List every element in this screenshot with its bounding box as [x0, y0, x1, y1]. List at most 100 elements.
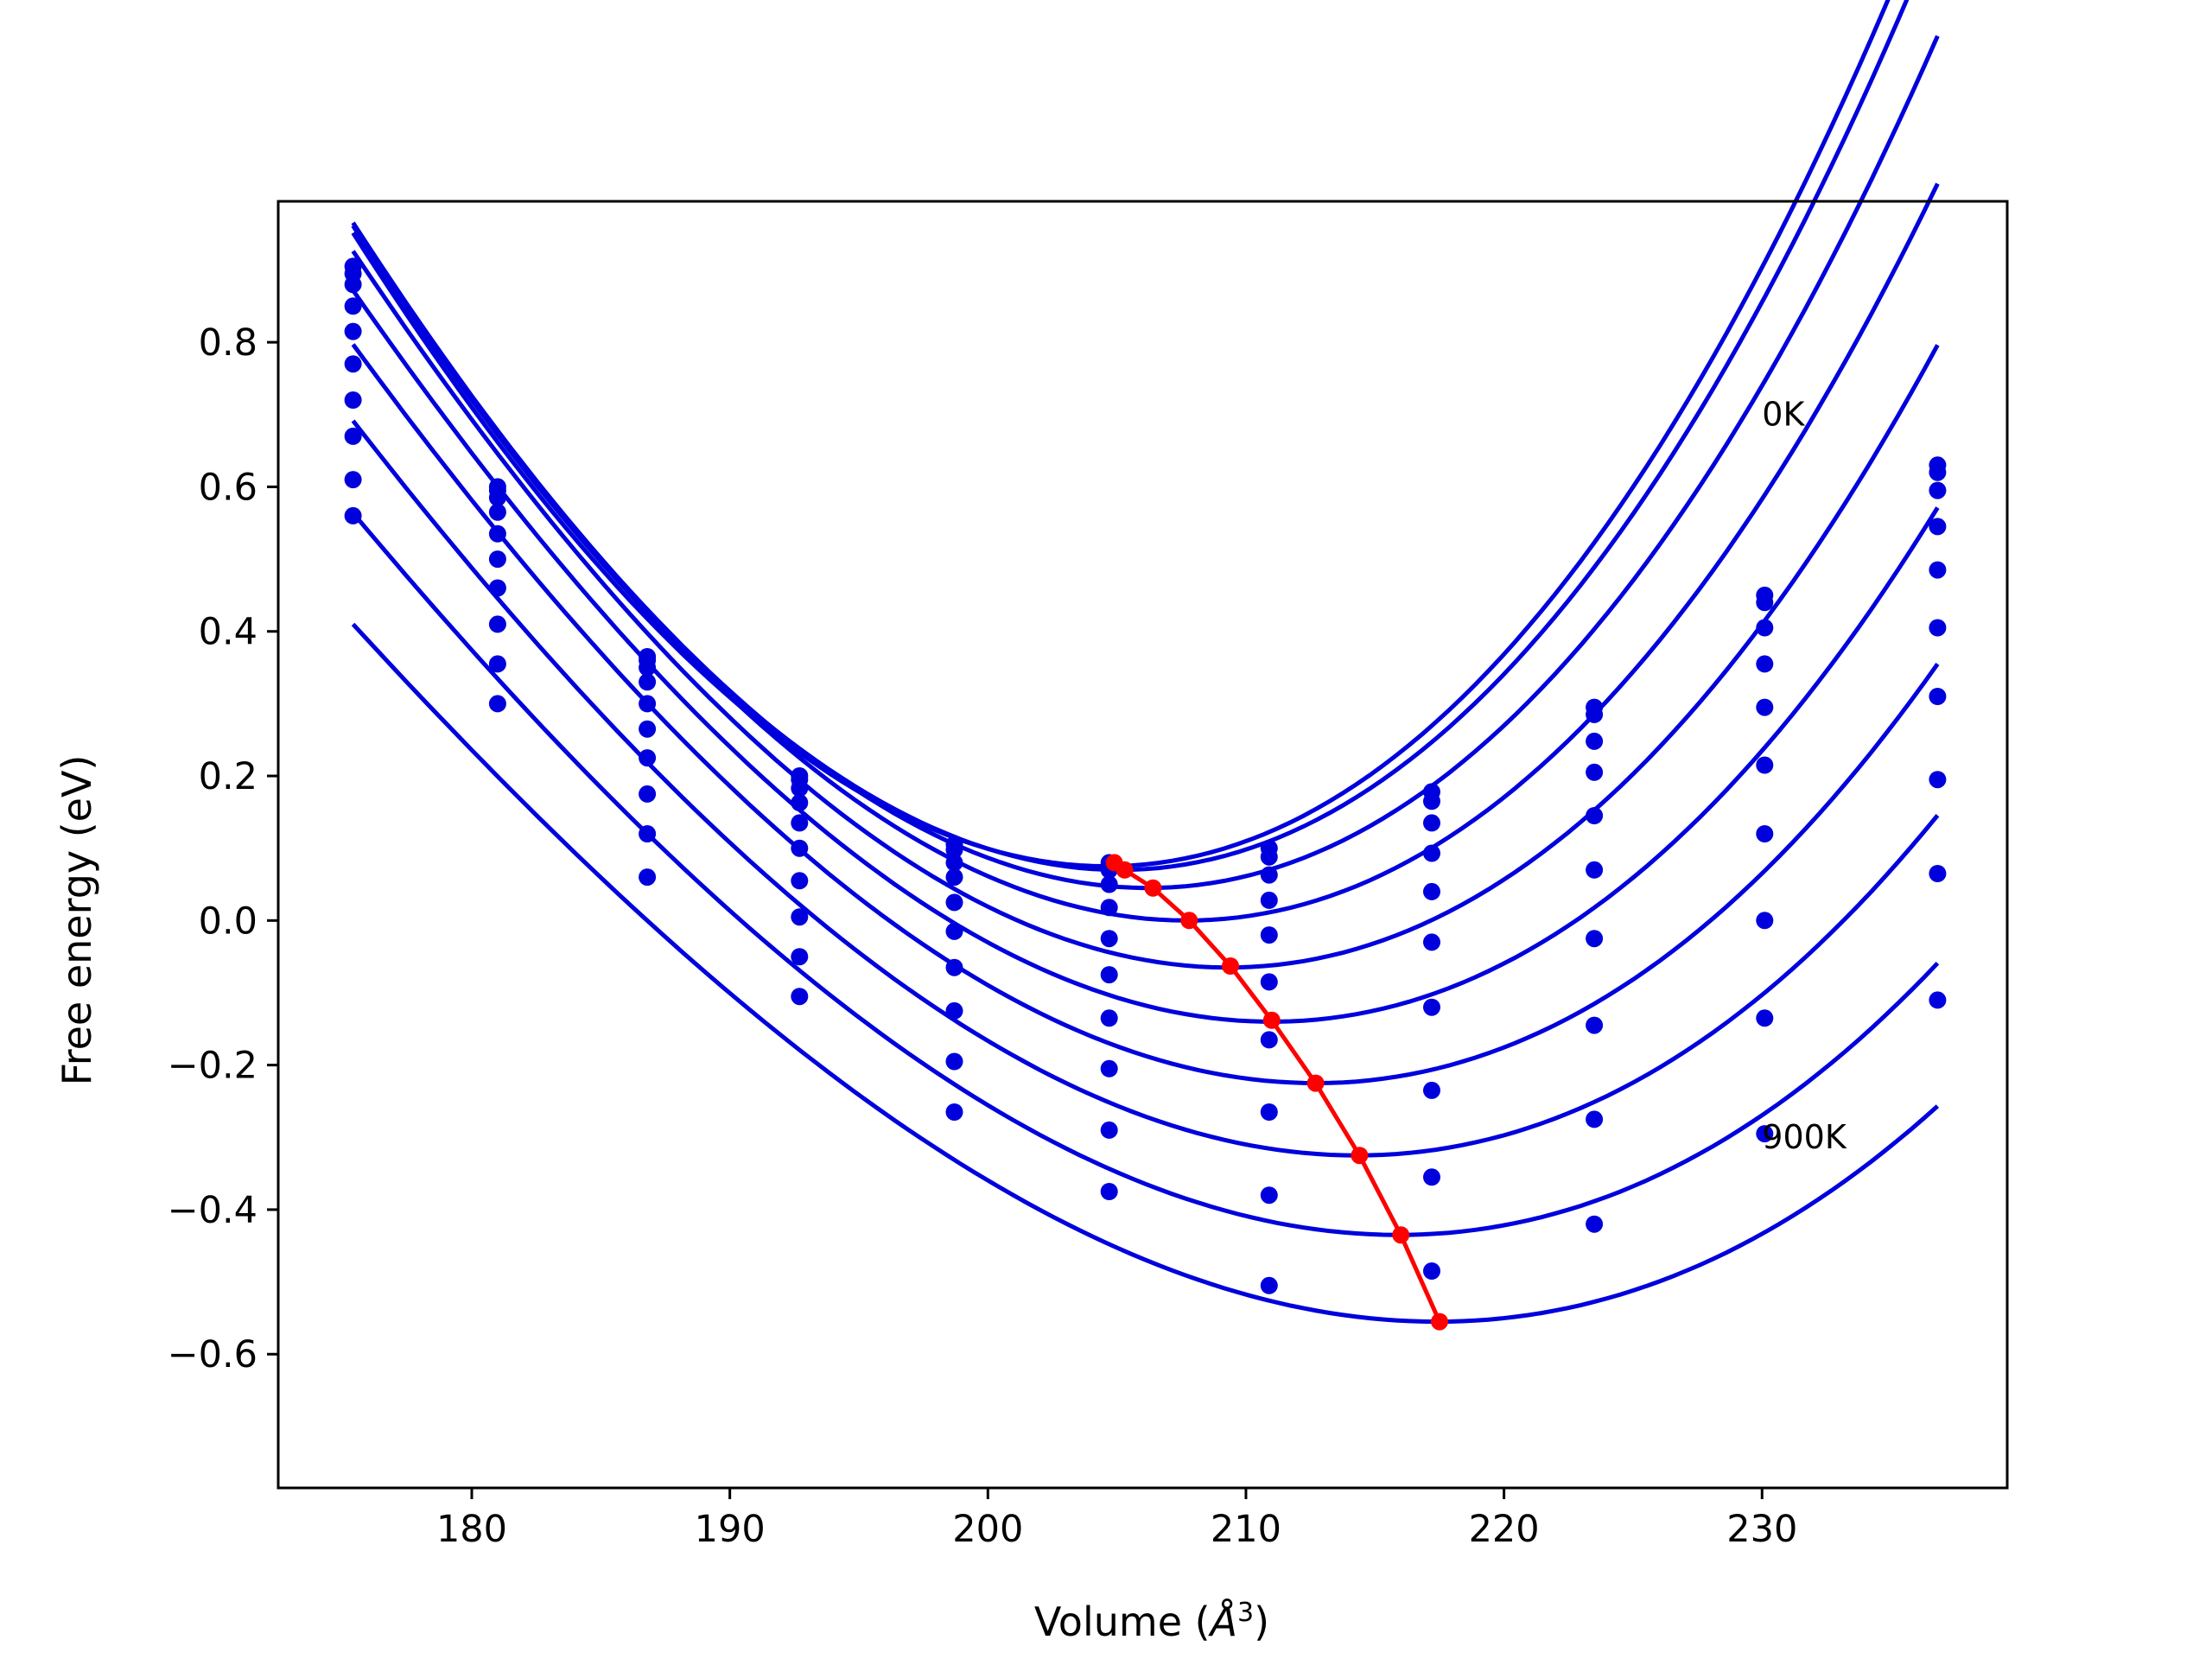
data-point-9-9	[1756, 1125, 1774, 1143]
data-point-5-7	[1423, 933, 1440, 951]
data-point-7-7	[1423, 1081, 1440, 1099]
minimum-point-2	[1144, 879, 1162, 897]
data-point-9-5	[1100, 1183, 1118, 1200]
data-point-6-0	[344, 391, 362, 409]
minimum-point-4	[1222, 957, 1239, 975]
data-point-1-10	[1929, 463, 1947, 481]
y-tick-label-0: −0.6	[168, 1333, 257, 1376]
data-point-4-0	[344, 322, 362, 340]
data-point-1-6	[1260, 848, 1278, 866]
temperature-annotation-1: 900K	[1762, 1118, 1847, 1156]
data-point-6-10	[1929, 688, 1947, 705]
x-tick-label-5: 230	[1726, 1508, 1797, 1551]
data-point-3-1	[488, 503, 506, 521]
data-point-4-1	[488, 524, 506, 543]
y-axis-label: Free energy (eV)	[54, 755, 100, 1086]
data-point-5-0	[344, 355, 362, 373]
data-point-2-8	[1586, 732, 1604, 750]
data-point-6-4	[945, 958, 963, 976]
data-point-3-9	[1756, 655, 1774, 673]
data-point-9-3	[791, 988, 809, 1006]
data-point-2-0	[344, 276, 362, 294]
data-point-5-3	[791, 839, 809, 857]
data-point-6-5	[1100, 1009, 1118, 1027]
data-point-4-10	[1929, 561, 1947, 579]
y-tick-label-4: 0.2	[199, 755, 257, 798]
data-point-7-8	[1586, 1016, 1604, 1034]
data-point-6-2	[639, 749, 657, 767]
data-point-1-4	[945, 841, 963, 859]
minimum-point-6	[1306, 1074, 1325, 1092]
x-tick-label-1: 190	[695, 1508, 766, 1551]
data-point-4-6	[1260, 926, 1278, 944]
x-tick-label-2: 200	[952, 1508, 1023, 1551]
data-point-6-1	[488, 579, 506, 597]
data-point-9-0	[344, 506, 362, 524]
x-axis-label: Volume (Å3)	[1034, 1598, 1269, 1646]
data-point-8-3	[791, 948, 809, 966]
equilibrium-volume-line	[1113, 861, 1442, 1323]
data-point-6-9	[1756, 825, 1774, 842]
data-point-7-1	[488, 615, 506, 633]
temperature-annotation-0: 0K	[1762, 395, 1805, 433]
data-point-5-8	[1586, 861, 1604, 879]
data-point-3-6	[1260, 891, 1278, 909]
data-point-1-7	[1423, 792, 1440, 810]
data-point-8-9	[1756, 1009, 1774, 1027]
data-point-3-7	[1423, 844, 1440, 862]
data-point-6-3	[791, 872, 809, 890]
x-tick-label-3: 210	[1211, 1508, 1281, 1551]
data-point-8-0	[344, 471, 362, 489]
data-point-5-9	[1756, 756, 1774, 774]
plot-area: 0K 900K	[344, 0, 1947, 1331]
minimum-point-7	[1351, 1147, 1369, 1165]
data-point-7-3	[791, 908, 809, 926]
data-point-2-9	[1756, 619, 1774, 637]
data-point-2-10	[1929, 481, 1947, 499]
y-tick-label-2: −0.2	[168, 1045, 257, 1088]
data-point-8-8	[1586, 1110, 1604, 1128]
data-point-5-6	[1260, 973, 1278, 991]
fit-curve-0	[351, 0, 1891, 869]
minimum-point-9	[1431, 1313, 1448, 1331]
data-point-1-9	[1756, 594, 1774, 612]
fit-curve-9	[351, 622, 1940, 1325]
minimum-point-3	[1180, 912, 1198, 930]
data-point-8-2	[639, 825, 657, 842]
data-point-4-7	[1423, 882, 1440, 900]
fit-curve-8	[351, 512, 1940, 1237]
data-point-2-5	[1100, 875, 1118, 893]
data-point-2-1	[488, 489, 506, 506]
fit-curve-6	[351, 343, 1940, 1086]
data-point-9-7	[1423, 1262, 1440, 1280]
y-tick-label-6: 0.6	[199, 466, 257, 509]
data-point-7-2	[639, 785, 657, 803]
fit-curve-5	[351, 289, 1940, 1024]
data-point-6-8	[1586, 930, 1604, 948]
data-point-9-1	[488, 695, 506, 713]
data-point-9-2	[639, 868, 657, 887]
data-point-7-10	[1929, 771, 1947, 789]
data-point-8-6	[1260, 1186, 1278, 1205]
data-point-3-0	[344, 297, 362, 315]
y-tick-label-7: 0.8	[199, 321, 257, 365]
data-point-9-4	[945, 1103, 963, 1121]
axes: 180 190 200 210 220 230 −0.6 −0.4 −0.2 0.0 0.2 0.4 0…	[168, 200, 2009, 1551]
data-point-8-4	[945, 1052, 963, 1071]
axes-frame	[276, 200, 2009, 1490]
data-point-7-9	[1756, 912, 1774, 930]
data-point-5-10	[1929, 619, 1947, 637]
data-point-8-7	[1423, 1168, 1440, 1186]
data-point-3-5	[1100, 899, 1118, 917]
fit-curve-4	[351, 250, 1940, 970]
data-point-4-4	[945, 893, 963, 912]
data-point-5-4	[945, 922, 963, 940]
data-point-5-5	[1100, 966, 1118, 984]
minimum-point-5	[1262, 1011, 1281, 1029]
x-tick-label-0: 180	[436, 1508, 507, 1551]
data-point-2-6	[1260, 866, 1278, 884]
data-point-4-9	[1756, 698, 1774, 716]
data-point-9-8	[1586, 1215, 1604, 1233]
